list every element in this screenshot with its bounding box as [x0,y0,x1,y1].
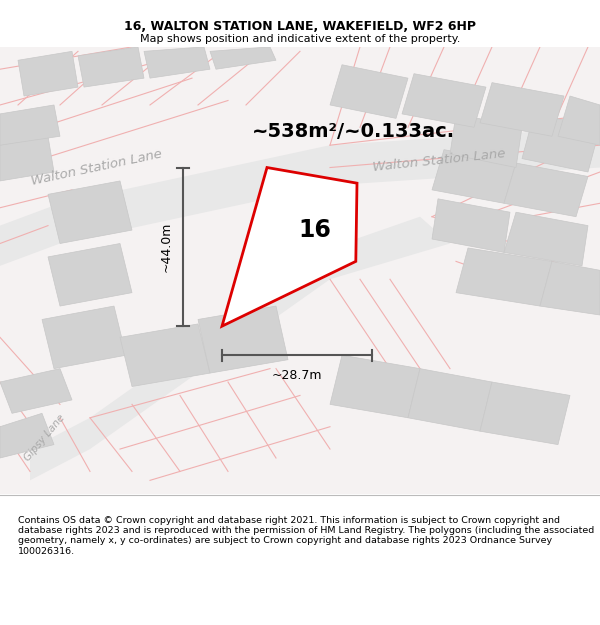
Polygon shape [540,261,600,315]
Polygon shape [432,149,516,203]
Polygon shape [480,82,564,136]
Polygon shape [450,114,522,168]
Polygon shape [48,181,132,244]
Polygon shape [42,306,126,369]
Polygon shape [504,163,588,217]
Polygon shape [480,382,570,444]
Polygon shape [0,136,54,181]
Text: ~28.7m: ~28.7m [272,369,322,382]
Polygon shape [330,65,408,118]
Polygon shape [522,114,600,172]
Polygon shape [222,168,357,326]
Polygon shape [0,105,60,145]
Polygon shape [504,213,588,266]
Text: Map shows position and indicative extent of the property.: Map shows position and indicative extent… [140,34,460,44]
Text: 16, WALTON STATION LANE, WAKEFIELD, WF2 6HP: 16, WALTON STATION LANE, WAKEFIELD, WF2 … [124,20,476,32]
Polygon shape [330,355,420,418]
Text: ~538m²/~0.133ac.: ~538m²/~0.133ac. [252,122,455,141]
Polygon shape [210,47,276,69]
Polygon shape [18,51,78,96]
Polygon shape [144,47,210,78]
Polygon shape [0,127,600,266]
Polygon shape [78,47,144,87]
Text: Walton Station Lane: Walton Station Lane [30,148,163,188]
Text: Gipsy Lane: Gipsy Lane [23,412,67,463]
Polygon shape [48,244,132,306]
Text: 16: 16 [299,218,331,242]
Polygon shape [558,96,600,145]
Polygon shape [402,74,486,128]
Polygon shape [456,248,552,306]
Polygon shape [408,369,492,431]
Text: Contains OS data © Crown copyright and database right 2021. This information is : Contains OS data © Crown copyright and d… [18,516,594,556]
Text: Walton Station Lane: Walton Station Lane [372,148,506,174]
Polygon shape [0,413,54,458]
Polygon shape [0,369,72,413]
Polygon shape [30,217,450,481]
Text: ~44.0m: ~44.0m [159,222,172,272]
Polygon shape [432,199,510,252]
Polygon shape [120,324,210,386]
Polygon shape [198,306,288,373]
